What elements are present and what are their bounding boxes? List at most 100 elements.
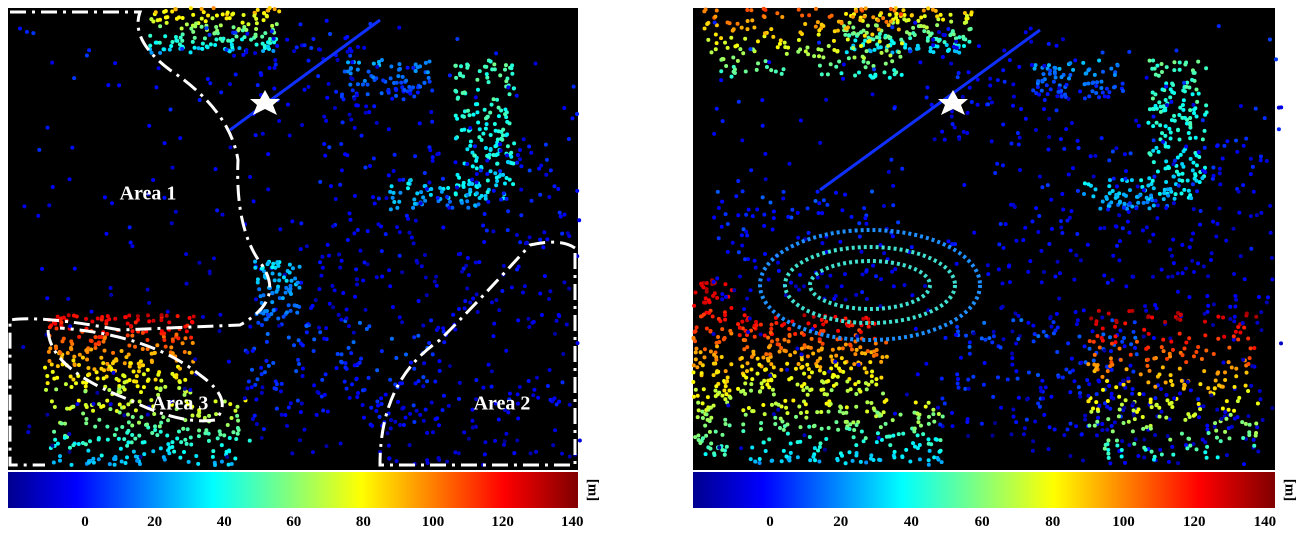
point: [817, 28, 821, 32]
point: [1179, 153, 1183, 157]
point: [1249, 214, 1253, 218]
point: [340, 95, 344, 99]
point: [127, 314, 131, 318]
point: [1268, 204, 1272, 208]
point: [189, 435, 193, 439]
point: [244, 50, 248, 54]
point: [852, 435, 856, 439]
point: [780, 72, 784, 76]
point: [172, 450, 176, 454]
point: [731, 56, 735, 60]
point: [1162, 197, 1166, 201]
point: [1067, 77, 1071, 81]
point: [1076, 318, 1080, 322]
point: [270, 291, 274, 295]
point: [1097, 58, 1101, 62]
point: [1090, 329, 1094, 333]
point: [471, 426, 475, 430]
point: [517, 265, 521, 269]
point: [1142, 392, 1146, 396]
point: [875, 24, 879, 28]
point: [366, 262, 370, 266]
point: [192, 314, 196, 318]
point: [993, 171, 997, 175]
point: [744, 376, 748, 380]
point: [289, 292, 293, 296]
point: [694, 350, 698, 354]
point: [891, 203, 895, 207]
point: [325, 19, 329, 23]
point: [71, 378, 75, 382]
point: [1205, 445, 1209, 449]
point: [773, 416, 777, 420]
point: [1151, 115, 1155, 119]
point: [1106, 417, 1110, 421]
point: [1091, 81, 1095, 85]
point: [484, 197, 488, 201]
point: [1074, 310, 1078, 314]
point: [71, 359, 75, 363]
point: [1085, 378, 1089, 382]
point: [1223, 378, 1227, 382]
point: [454, 192, 458, 196]
point: [740, 233, 744, 237]
point: [872, 64, 876, 68]
point: [898, 55, 902, 59]
point: [555, 319, 559, 323]
point: [1069, 249, 1073, 253]
point: [185, 282, 189, 286]
point: [387, 457, 391, 461]
point: [22, 204, 26, 208]
point: [251, 349, 255, 353]
point: [1077, 385, 1081, 389]
point: [1108, 335, 1112, 339]
point: [1113, 420, 1117, 424]
point: [1007, 265, 1011, 269]
point: [849, 387, 853, 391]
point: [380, 58, 384, 62]
point: [324, 372, 328, 376]
point: [493, 144, 497, 148]
point: [262, 18, 266, 22]
point: [910, 293, 914, 297]
point: [834, 294, 838, 298]
point: [1004, 222, 1008, 226]
point: [959, 356, 963, 360]
point: [58, 459, 62, 463]
point: [335, 366, 339, 370]
point: [397, 26, 401, 30]
point: [1155, 121, 1159, 125]
point: [544, 173, 548, 177]
point: [425, 431, 429, 435]
point: [949, 13, 953, 17]
point: [768, 200, 772, 204]
point: [26, 430, 30, 434]
point: [489, 133, 493, 137]
point: [1215, 436, 1219, 440]
point: [704, 408, 708, 412]
point: [501, 128, 505, 132]
point: [81, 412, 85, 416]
point: [814, 25, 818, 29]
point: [194, 22, 198, 26]
point: [96, 316, 100, 320]
point: [500, 138, 504, 142]
point: [749, 168, 753, 172]
point: [841, 77, 845, 81]
point: [53, 322, 57, 326]
point: [281, 296, 285, 300]
point: [303, 43, 307, 47]
point: [837, 346, 841, 350]
point: [423, 171, 427, 175]
point: [413, 202, 417, 206]
point: [448, 73, 452, 77]
point: [266, 8, 270, 12]
point: [1217, 383, 1221, 387]
point: [37, 148, 41, 152]
point: [269, 312, 273, 316]
point: [245, 32, 249, 36]
colorbar-tick-label: 120: [491, 514, 514, 530]
point: [778, 42, 782, 46]
point: [1190, 259, 1194, 263]
point: [845, 426, 849, 430]
